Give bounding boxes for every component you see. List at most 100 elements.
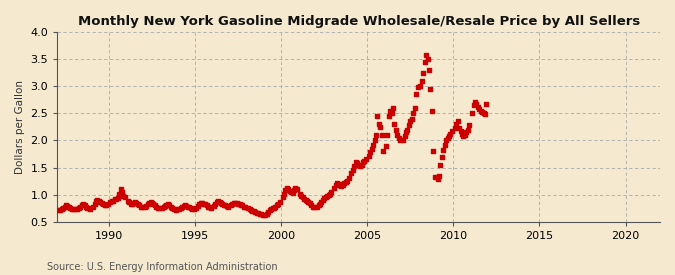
Point	[62, 204, 73, 208]
Point	[359, 159, 370, 163]
Point	[296, 194, 306, 198]
Point	[372, 114, 383, 118]
Point	[389, 122, 400, 126]
Point	[373, 122, 384, 126]
Point	[304, 201, 315, 205]
Point	[135, 204, 146, 209]
Point	[128, 201, 139, 205]
Point	[186, 206, 196, 210]
Point	[59, 204, 70, 209]
Point	[391, 127, 402, 132]
Point	[281, 186, 292, 190]
Point	[428, 149, 439, 153]
Point	[204, 205, 215, 209]
Point	[423, 68, 434, 72]
Point	[349, 164, 360, 169]
Point	[126, 202, 137, 207]
Point	[84, 206, 95, 210]
Point	[66, 207, 77, 211]
Point	[163, 202, 173, 207]
Point	[298, 197, 309, 201]
Point	[236, 203, 246, 207]
Point	[79, 203, 90, 208]
Point	[92, 198, 103, 202]
Point	[130, 200, 140, 204]
Point	[221, 204, 232, 208]
Point	[478, 111, 489, 116]
Point	[202, 204, 213, 209]
Point	[340, 179, 351, 184]
Point	[215, 200, 226, 205]
Point	[289, 188, 300, 192]
Point	[76, 203, 87, 208]
Point	[346, 171, 357, 175]
Point	[131, 200, 142, 205]
Point	[445, 132, 456, 136]
Point	[464, 123, 475, 127]
Point	[217, 202, 227, 206]
Point	[273, 202, 284, 206]
Point	[479, 112, 490, 117]
Point	[264, 208, 275, 213]
Point	[461, 130, 472, 134]
Point	[232, 201, 242, 205]
Point	[406, 117, 417, 121]
Point	[237, 203, 248, 208]
Point	[174, 207, 185, 211]
Point	[197, 200, 208, 205]
Point	[462, 127, 473, 132]
Point	[277, 195, 288, 200]
Point	[56, 207, 67, 211]
Point	[108, 198, 119, 203]
Point	[254, 211, 265, 216]
Point	[292, 187, 302, 191]
Point	[322, 194, 333, 198]
Point	[233, 202, 244, 206]
Point	[315, 202, 325, 206]
Point	[220, 203, 231, 208]
Point	[455, 128, 466, 133]
Point	[247, 209, 258, 213]
Point	[443, 134, 454, 138]
Point	[269, 205, 279, 210]
Point	[364, 150, 375, 155]
Point	[187, 207, 198, 211]
Point	[294, 191, 305, 196]
Point	[468, 103, 479, 107]
Point	[154, 206, 165, 210]
Point	[188, 207, 199, 211]
Point	[213, 198, 223, 203]
Point	[344, 176, 354, 181]
Point	[194, 202, 205, 207]
Point	[150, 203, 161, 208]
Point	[253, 211, 264, 215]
Point	[358, 160, 369, 164]
Point	[418, 70, 429, 75]
Point	[366, 146, 377, 151]
Point	[230, 200, 240, 205]
Point	[331, 180, 342, 185]
Point	[470, 100, 481, 104]
Point	[243, 206, 254, 210]
Point	[159, 204, 170, 208]
Point	[284, 189, 295, 193]
Point	[61, 203, 72, 208]
Point	[113, 191, 124, 196]
Point	[78, 202, 88, 207]
Point	[456, 132, 467, 136]
Point	[169, 207, 180, 211]
Point	[460, 133, 470, 137]
Point	[447, 128, 458, 133]
Point	[408, 111, 418, 116]
Point	[63, 205, 74, 209]
Point	[438, 148, 449, 152]
Point	[165, 204, 176, 209]
Point	[350, 160, 361, 164]
Point	[146, 200, 157, 205]
Point	[118, 194, 129, 198]
Point	[214, 199, 225, 204]
Point	[101, 203, 111, 208]
Point	[319, 196, 329, 200]
Point	[171, 208, 182, 212]
Point	[260, 213, 271, 217]
